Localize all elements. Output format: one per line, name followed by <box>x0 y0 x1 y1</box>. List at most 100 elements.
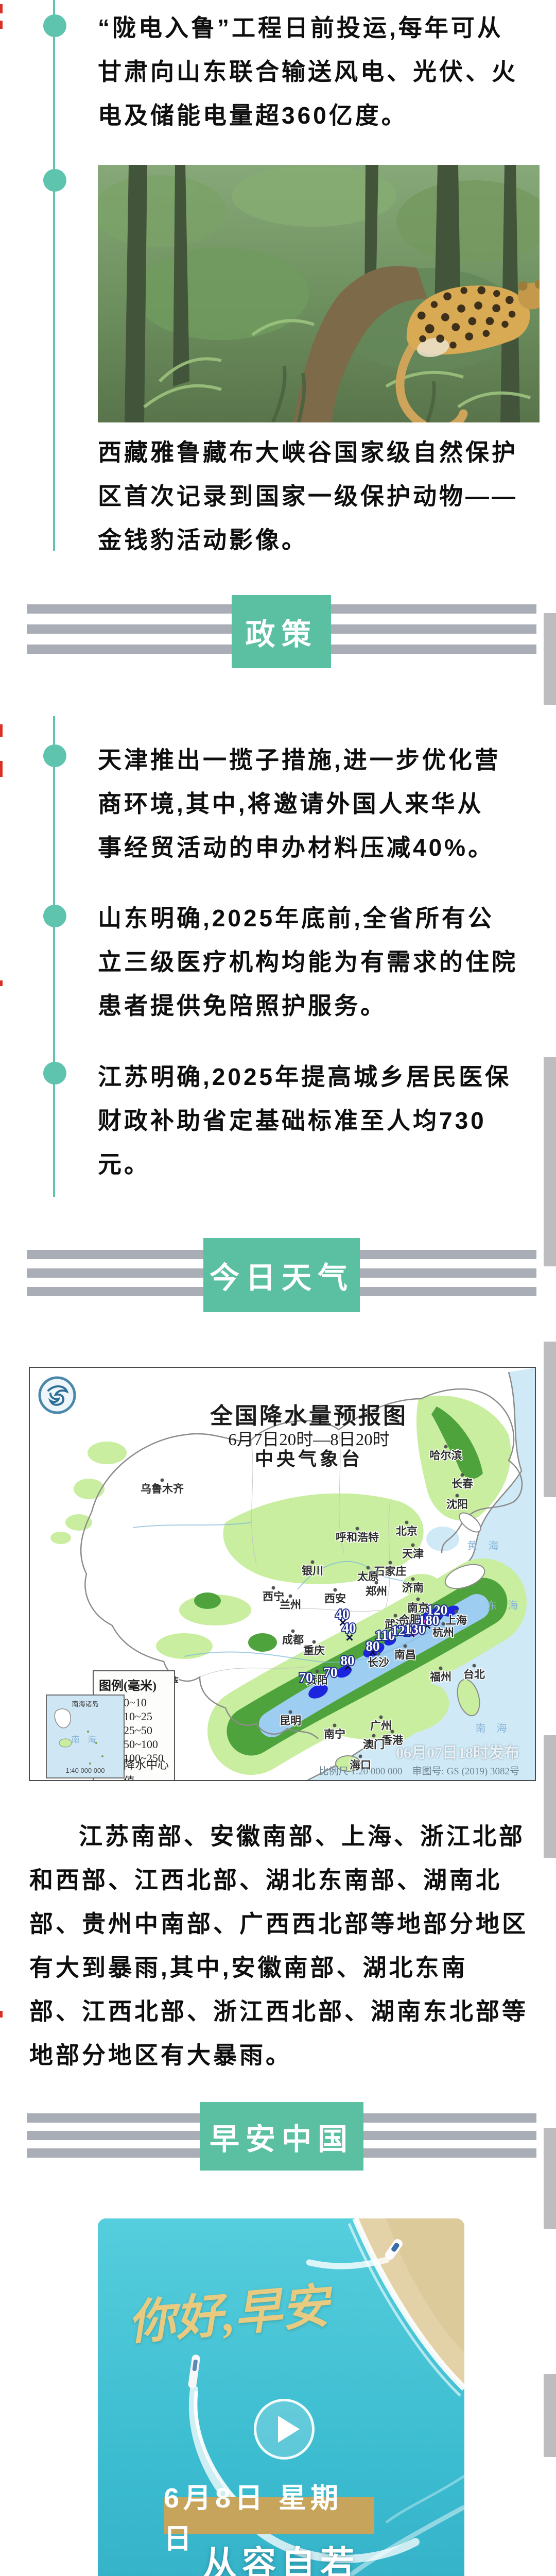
brief-energy-text: “陇电入鲁”工程日前投运,每年可从 甘肃向山东联合输送风电、光伏、火 电及储能电… <box>98 14 518 129</box>
map-city-label: 广州 <box>370 1720 392 1732</box>
map-city-label: 天津 <box>402 1548 424 1560</box>
morning-video-card[interactable]: 你好,早安 6月8日 星期日 从容自若 幸福徜徉 人民日报 v <box>98 2218 464 2576</box>
map-center-mark: × <box>344 1659 352 1674</box>
map-city-dot <box>444 1445 448 1449</box>
scrollbar-thumb[interactable] <box>544 613 556 705</box>
map-center-mark: × <box>407 1626 415 1641</box>
map-city-dot <box>288 1710 292 1714</box>
map-precip-value: 40 <box>342 1620 356 1636</box>
legend-label: 10~25 <box>124 1709 152 1723</box>
map-center-mark: × <box>434 1608 442 1624</box>
cma-logo <box>37 1375 77 1415</box>
map-precip-value: 120 <box>427 1602 448 1618</box>
slogan-line2: 幸福徜徉 <box>98 2573 464 2576</box>
map-city-dot <box>372 1734 376 1738</box>
map-city-dot <box>310 1560 315 1564</box>
edge-artifact-mark <box>0 4 3 13</box>
edge-artifact-mark <box>0 724 3 737</box>
map-city-dot <box>472 1664 476 1668</box>
map-city-label: 石家庄 <box>374 1565 407 1578</box>
map-city-label: 呼和浩特 <box>336 1531 379 1544</box>
scrollbar-thumb[interactable] <box>544 1735 556 1858</box>
bullet-dot <box>43 14 66 37</box>
policy-item-tianjin: 天津推出一揽子措施,进一步优化营 商环境,其中,将邀请外国人来华从 事经贸活动的… <box>98 747 501 861</box>
leopard-illustration <box>395 279 540 422</box>
map-sea-label: 东 海 <box>487 1600 523 1612</box>
map-precip-value: 130 <box>405 1621 426 1637</box>
legend-label: 降水中心值 <box>124 1758 169 1781</box>
map-title: 全国降水量预报图 <box>210 1403 408 1429</box>
policy-item-shandong: 山东明确,2025年底前,全省所有公 立三级医疗机构均能为有需求的住院 患者提供… <box>98 905 518 1019</box>
map-city-label: 长春 <box>451 1478 474 1490</box>
map-city-dot <box>376 1652 380 1656</box>
section-title: 政策 <box>245 618 318 651</box>
map-agency: 中央气象台 <box>254 1449 363 1469</box>
map-city-dot <box>366 1566 370 1570</box>
map-city-dot <box>374 1581 378 1585</box>
map-precip-value: 110 <box>375 1628 395 1643</box>
map-city-dot <box>403 1644 407 1648</box>
map-city-label: 济南 <box>402 1582 424 1594</box>
edge-artifact-mark <box>0 980 3 986</box>
scrollbar-thumb[interactable] <box>544 1342 556 1497</box>
map-precip-value: 80 <box>366 1638 380 1654</box>
map-center-mark: × <box>339 1615 346 1630</box>
map-scale-note: 比例尺 1:20 000 000 <box>319 1766 403 1777</box>
map-city-label: 成都 <box>282 1634 304 1646</box>
map-center-mark: × <box>369 1645 376 1660</box>
map-city-dot <box>455 1494 459 1498</box>
map-city-label: 澳门 <box>363 1738 385 1751</box>
play-icon <box>278 2416 300 2443</box>
south-china-sea-inset: 南海诸岛 南 海 1:40 000 000 <box>46 1694 125 1778</box>
map-city-label: 银川 <box>302 1565 323 1577</box>
map-city-dot <box>291 1629 295 1633</box>
map-city-label: 福州 <box>429 1671 451 1683</box>
legend-label: 50~100 <box>124 1737 158 1751</box>
play-button[interactable] <box>254 2399 315 2460</box>
bullet-dot <box>43 744 66 767</box>
map-city-label: 贵阳 <box>306 1674 328 1686</box>
sea-scene <box>98 2218 464 2576</box>
map-precip-value: 70 <box>324 1665 338 1680</box>
map-review-no: 审图号: GS (2019) 3082号 <box>412 1766 519 1777</box>
forest-scene-illustration <box>98 165 540 422</box>
map-city-label: 太原 <box>357 1571 379 1583</box>
map-city-label: 杭州 <box>432 1626 454 1639</box>
map-city-label: 乌鲁木齐 <box>141 1483 184 1495</box>
section-header-weather: 今日天气 <box>203 1238 360 1312</box>
map-city-dot <box>439 1666 443 1670</box>
map-city-label: 香港 <box>381 1734 404 1747</box>
inset-sea-label: 南 海 <box>71 1736 99 1744</box>
section-title: 今日天气 <box>209 1261 354 1295</box>
map-city-label: 沈阳 <box>446 1498 468 1511</box>
map-city-dot <box>315 1669 319 1673</box>
edge-artifact-mark <box>0 21 3 29</box>
map-precip-value: 120 <box>391 1623 412 1638</box>
leopard-photo <box>98 165 540 422</box>
scrollbar-thumb[interactable] <box>544 2374 556 2457</box>
scrollbar-thumb[interactable] <box>544 1057 556 1266</box>
scrollbar-thumb[interactable] <box>544 2128 556 2229</box>
map-city-label: 郑州 <box>366 1586 387 1598</box>
edge-artifact-mark <box>0 2011 3 2018</box>
map-subtitle: 6月7日20时—8日20时 <box>228 1431 390 1449</box>
map-city-dot <box>405 1520 409 1524</box>
boat-icon <box>306 2239 403 2269</box>
bullet-dot <box>43 1062 66 1084</box>
map-city-label: 西宁 <box>263 1590 284 1603</box>
map-city-dot <box>358 1754 362 1758</box>
map-issued-time: 06月07日18时发布 <box>396 1744 519 1761</box>
map-center-mark: × <box>345 1630 353 1645</box>
legend-label: 0~10 <box>124 1696 147 1709</box>
map-city-label: 海口 <box>350 1759 371 1771</box>
map-city-dot <box>408 1609 412 1613</box>
policy-item-jiangsu: 江苏明确,2025年提高城乡居民医保 财政补助省定基础标准至人均730 元。 <box>98 1063 512 1178</box>
map-sea-label: 黄 海 <box>467 1540 503 1552</box>
map-city-dot <box>333 1588 337 1592</box>
map-city-label: 北京 <box>396 1525 418 1537</box>
map-city-dot <box>355 1527 359 1531</box>
map-city-dot <box>333 1723 337 1727</box>
map-precip-value: 40 <box>336 1606 350 1622</box>
